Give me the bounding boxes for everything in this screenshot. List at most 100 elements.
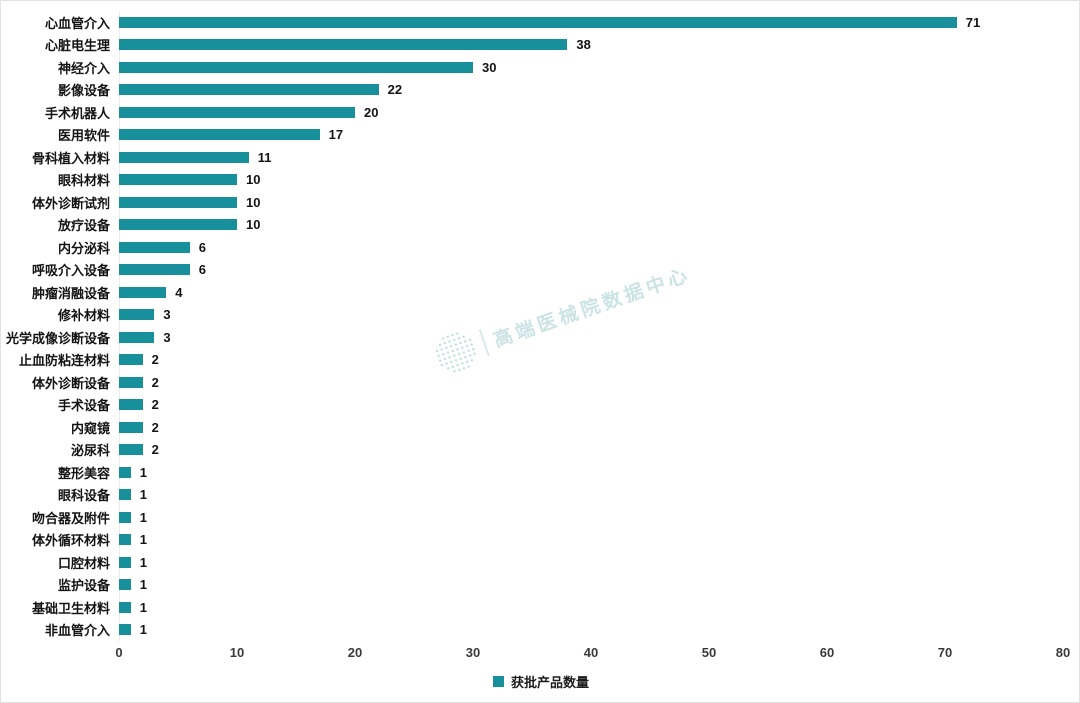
bar-track: 1 bbox=[119, 596, 1063, 619]
bar-row: 口腔材料 1 bbox=[1, 551, 1063, 574]
category-label: 医用软件 bbox=[57, 128, 110, 144]
legend-label: 获批产品数量 bbox=[510, 675, 589, 690]
bar bbox=[119, 174, 237, 186]
bar-track: 30 bbox=[119, 56, 1063, 79]
value-label: 2 bbox=[151, 419, 159, 435]
bar bbox=[119, 84, 379, 96]
bar-track: 20 bbox=[119, 101, 1063, 124]
bars-container: 心血管介入 71 心脏电生理 38 神经介入 30 影像设备 22 手术机器人 20 医用软件 17 骨… bbox=[1, 11, 1063, 641]
bar-row: 体外诊断设备 2 bbox=[1, 371, 1063, 394]
bar-row: 呼吸介入设备 6 bbox=[1, 259, 1063, 282]
x-tick-label: 50 bbox=[701, 645, 717, 660]
category-label: 眼科材料 bbox=[57, 173, 110, 189]
bar bbox=[119, 421, 143, 433]
value-label: 1 bbox=[139, 487, 148, 503]
bar-track: 3 bbox=[119, 326, 1063, 349]
bar-row: 吻合器及附件 1 bbox=[1, 506, 1063, 529]
category-label: 体外诊断试剂 bbox=[31, 195, 110, 211]
bar-row: 基础卫生材料 1 bbox=[1, 596, 1063, 619]
bar-row: 心血管介入 71 bbox=[1, 11, 1063, 34]
value-label: 3 bbox=[163, 329, 171, 345]
value-label: 22 bbox=[387, 82, 403, 98]
bar-row: 骨科植入材料 11 bbox=[1, 146, 1063, 169]
category-label: 整形美容 bbox=[57, 465, 110, 481]
x-axis: 0 10 20 30 40 50 60 70 80 bbox=[115, 645, 1070, 661]
bar-track: 1 bbox=[119, 551, 1063, 574]
bar-row: 心脏电生理 38 bbox=[1, 34, 1063, 57]
bar bbox=[119, 151, 249, 163]
category-label: 体外循环材料 bbox=[31, 533, 110, 549]
bar-track: 2 bbox=[119, 394, 1063, 417]
bar bbox=[119, 489, 131, 501]
category-label: 内窥镜 bbox=[70, 420, 110, 436]
x-tick-label: 40 bbox=[583, 645, 599, 660]
bar-row: 光学成像诊断设备 3 bbox=[1, 326, 1063, 349]
bar-track: 1 bbox=[119, 529, 1063, 552]
bar-track: 1 bbox=[119, 484, 1063, 507]
bar bbox=[119, 534, 131, 546]
bar-row: 手术机器人 20 bbox=[1, 101, 1063, 124]
value-label: 11 bbox=[257, 149, 272, 165]
bar-row: 整形美容 1 bbox=[1, 461, 1063, 484]
bar-row: 放疗设备 10 bbox=[1, 214, 1063, 237]
bar-track: 3 bbox=[119, 304, 1063, 327]
bar-track: 17 bbox=[119, 124, 1063, 147]
category-label: 放疗设备 bbox=[57, 218, 110, 234]
bar-row: 影像设备 22 bbox=[1, 79, 1063, 102]
bar bbox=[119, 444, 143, 456]
category-label: 眼科设备 bbox=[57, 488, 110, 504]
bar-row: 体外循环材料 1 bbox=[1, 529, 1063, 552]
value-label: 4 bbox=[175, 284, 183, 300]
category-label: 心脏电生理 bbox=[44, 38, 110, 54]
bar-row: 眼科材料 10 bbox=[1, 169, 1063, 192]
value-label: 3 bbox=[163, 307, 171, 323]
legend-swatch-icon bbox=[492, 676, 504, 687]
category-label: 神经介入 bbox=[57, 60, 110, 76]
bar bbox=[119, 264, 190, 276]
category-label: 监护设备 bbox=[57, 578, 110, 594]
bar-row: 监护设备 1 bbox=[1, 574, 1063, 597]
value-label: 1 bbox=[139, 577, 148, 593]
category-label: 泌尿科 bbox=[70, 443, 110, 459]
bar bbox=[119, 286, 167, 298]
bar bbox=[119, 399, 143, 411]
x-tick-label: 10 bbox=[229, 645, 245, 660]
category-label: 肿瘤消融设备 bbox=[31, 285, 110, 301]
bar-row: 医用软件 17 bbox=[1, 124, 1063, 147]
bar-track: 22 bbox=[119, 79, 1063, 102]
bar bbox=[119, 556, 131, 568]
value-label: 20 bbox=[364, 104, 379, 120]
bar bbox=[119, 241, 190, 253]
category-label: 内分泌科 bbox=[57, 240, 110, 256]
bar-track: 1 bbox=[119, 506, 1063, 529]
bar bbox=[119, 129, 320, 141]
bar-track: 1 bbox=[119, 574, 1063, 597]
category-label: 影像设备 bbox=[57, 83, 110, 99]
value-label: 1 bbox=[139, 532, 148, 548]
bar-row: 手术设备 2 bbox=[1, 394, 1063, 417]
bar-track: 2 bbox=[119, 371, 1063, 394]
bar bbox=[119, 376, 143, 388]
category-label: 手术机器人 bbox=[44, 105, 110, 121]
category-label: 吻合器及附件 bbox=[31, 510, 110, 526]
category-label: 止血防粘连材料 bbox=[18, 353, 110, 369]
bar bbox=[119, 61, 473, 73]
bar-row: 体外诊断试剂 10 bbox=[1, 191, 1063, 214]
bar bbox=[119, 624, 131, 636]
bar-track: 6 bbox=[119, 259, 1063, 282]
x-tick-label: 80 bbox=[1055, 645, 1071, 660]
bar bbox=[119, 309, 155, 321]
bar-track: 2 bbox=[119, 349, 1063, 372]
category-label: 口腔材料 bbox=[57, 555, 110, 571]
bar bbox=[119, 196, 237, 208]
bar-track: 10 bbox=[119, 191, 1063, 214]
value-label: 10 bbox=[246, 194, 261, 210]
value-label: 2 bbox=[151, 374, 159, 390]
bar bbox=[119, 466, 131, 478]
bar-track: 11 bbox=[119, 146, 1063, 169]
bar-track: 10 bbox=[119, 214, 1063, 237]
bar-track: 2 bbox=[119, 416, 1063, 439]
value-label: 6 bbox=[198, 239, 207, 255]
bar bbox=[119, 16, 957, 28]
bar-track: 38 bbox=[119, 34, 1063, 57]
